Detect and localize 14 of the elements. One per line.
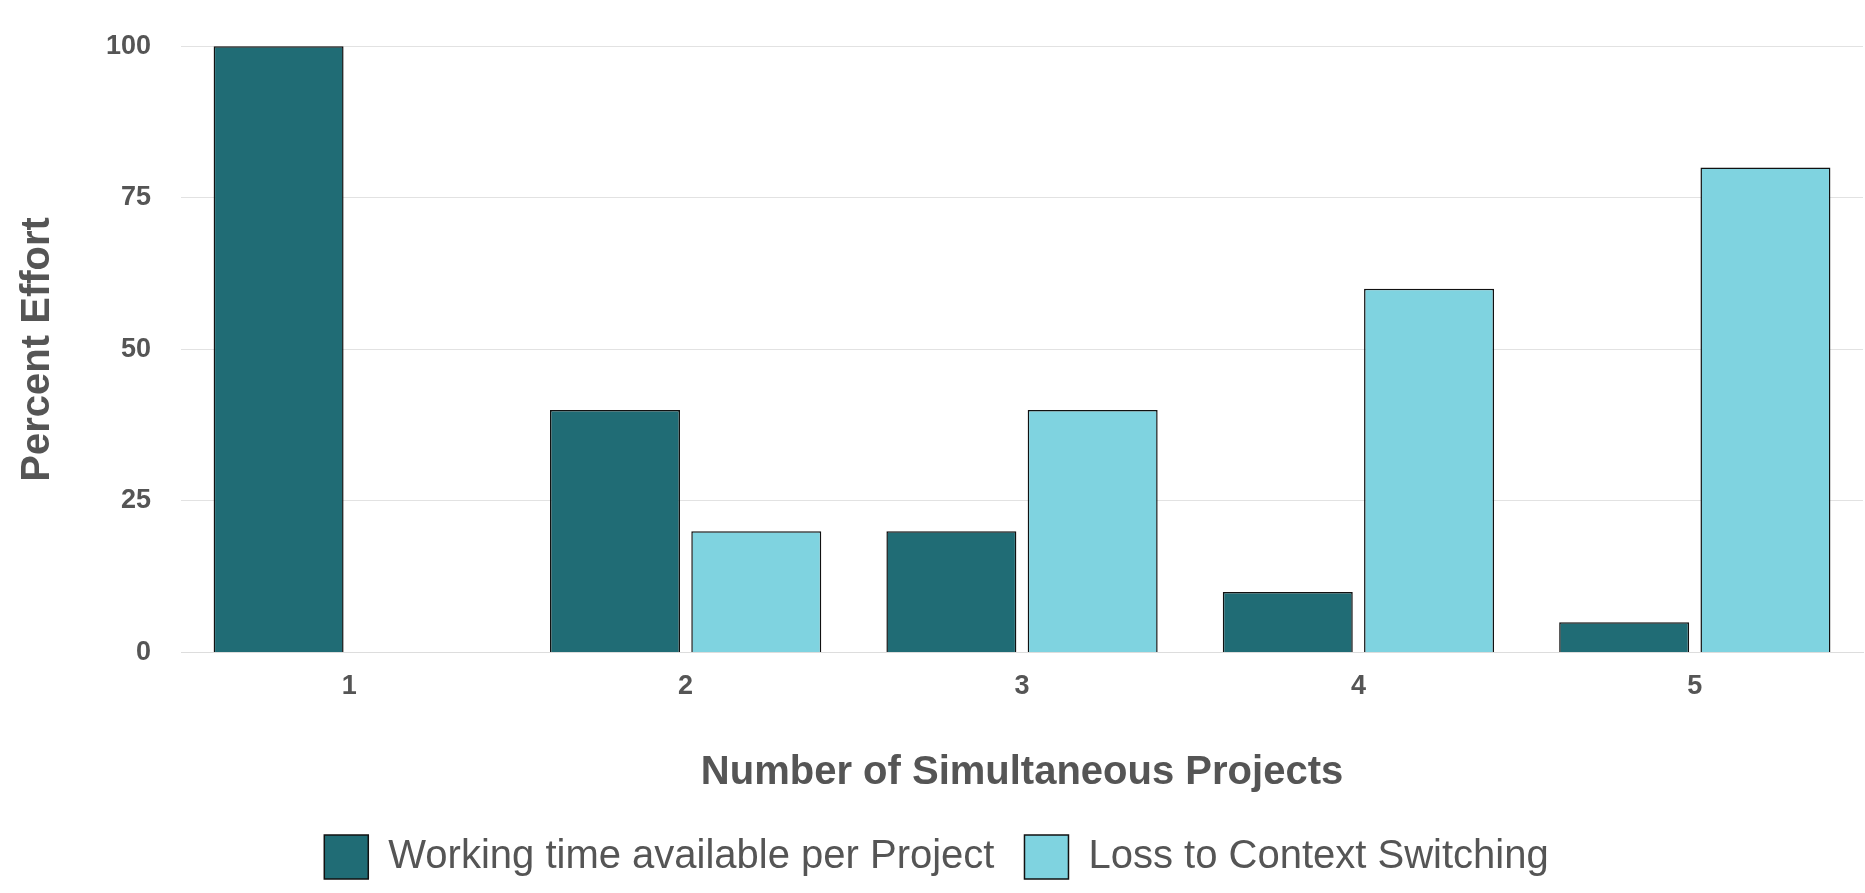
x-tick-label: 4 <box>1350 670 1366 701</box>
x-tick-label: 3 <box>1014 670 1030 701</box>
y-tick-label: 25 <box>121 484 152 515</box>
legend-label: Working time available per Project <box>388 832 995 877</box>
y-tick-label: 75 <box>121 181 152 212</box>
x-tick-label: 5 <box>1687 670 1703 701</box>
y-tick-label: 0 <box>136 636 152 667</box>
x-tick-label: 1 <box>341 670 357 701</box>
y-tick-label: 100 <box>105 29 152 60</box>
x-axis-title: Number of Simultaneous Projects <box>700 748 1344 793</box>
y-axis-title: Percent Effort <box>13 217 58 482</box>
y-tick-label: 50 <box>121 332 152 363</box>
legend-label: Loss to Context Switching <box>1088 832 1549 877</box>
x-tick-label: 2 <box>678 670 694 701</box>
